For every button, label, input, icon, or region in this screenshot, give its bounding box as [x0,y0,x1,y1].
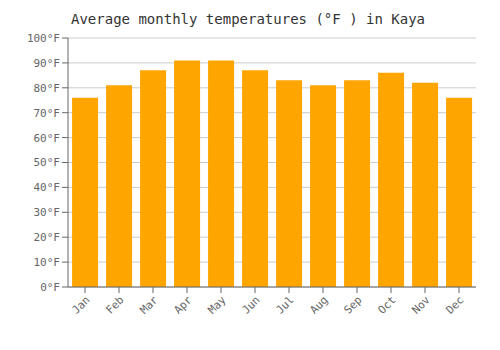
svg-text:Jul: Jul [273,293,296,316]
svg-text:80°F: 80°F [34,82,61,95]
svg-text:Feb: Feb [103,293,126,316]
svg-text:Mar: Mar [137,293,161,317]
svg-text:20°F: 20°F [34,231,61,244]
svg-text:100°F: 100°F [27,32,60,45]
svg-text:Oct: Oct [375,293,398,316]
svg-text:Nov: Nov [409,293,433,317]
svg-text:May: May [205,293,229,317]
svg-text:10°F: 10°F [34,256,61,269]
svg-text:30°F: 30°F [34,206,61,219]
svg-text:0°F: 0°F [40,281,60,294]
svg-text:Sep: Sep [341,293,364,316]
html-text:Average monthly temperatures (: Average monthly temperatures (°F ) in Ka… [71,11,425,27]
svg-text:Aug: Aug [307,293,330,316]
svg-text:70°F: 70°F [34,107,61,120]
svg-text:50°F: 50°F [34,156,61,169]
svg-text:40°F: 40°F [34,181,61,194]
svg-text:Dec: Dec [443,293,466,316]
svg-text:Apr: Apr [171,293,195,317]
svg-text:Jan: Jan [69,293,92,316]
svg-text:90°F: 90°F [34,57,61,70]
svg-text:Jun: Jun [239,293,262,316]
svg-text:60°F: 60°F [34,132,61,145]
